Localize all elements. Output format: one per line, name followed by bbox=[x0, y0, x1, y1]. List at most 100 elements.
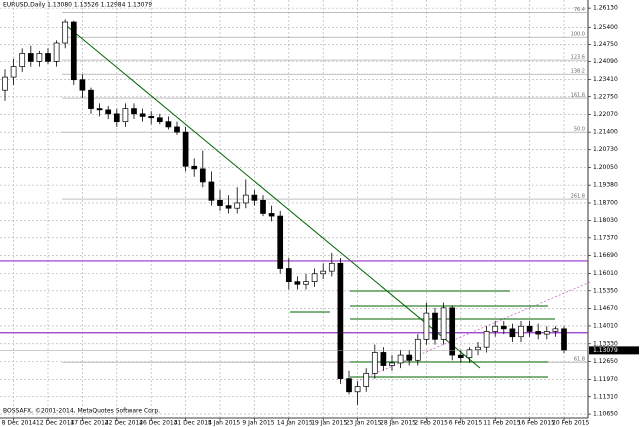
candle-body bbox=[466, 349, 473, 359]
candle-body bbox=[131, 108, 137, 115]
y-tick-label: 1.16690 bbox=[593, 252, 618, 259]
fib-label: 100.0 bbox=[571, 32, 585, 38]
candle-body bbox=[268, 213, 275, 217]
candle-body bbox=[294, 281, 301, 285]
y-tick-label: 1.11310 bbox=[593, 393, 618, 400]
y-tick-label: 1.11970 bbox=[593, 376, 618, 383]
candle-body bbox=[414, 338, 421, 361]
y-tick-label: 1.14010 bbox=[593, 322, 618, 329]
x-tick-label: 8 Dec 2014 bbox=[2, 420, 37, 427]
x-tick-label: 22 Dec 2014 bbox=[105, 420, 144, 427]
candle-body bbox=[260, 199, 266, 214]
fib-label: 261.8 bbox=[571, 194, 585, 200]
x-tick-label: 20 Feb 2015 bbox=[552, 420, 590, 427]
candle-body bbox=[535, 331, 542, 335]
candle-body bbox=[234, 202, 241, 209]
candle-body bbox=[208, 181, 215, 201]
x-tick-label: 2 Feb 2015 bbox=[414, 420, 448, 427]
candle-body bbox=[96, 108, 103, 111]
y-tick-label: 1.24090 bbox=[593, 58, 618, 65]
candle-body bbox=[217, 199, 223, 206]
candle-body bbox=[500, 325, 507, 330]
candle-body bbox=[526, 325, 533, 332]
trend-line bbox=[359, 281, 591, 381]
candle-body bbox=[328, 262, 335, 272]
trend-line bbox=[61, 21, 481, 369]
x-tick-label: 12 Dec 2014 bbox=[36, 420, 75, 427]
y-tick-label: 1.20730 bbox=[593, 146, 618, 153]
candle-body bbox=[561, 328, 567, 351]
y-tick-label: 1.16010 bbox=[593, 270, 618, 277]
candle-body bbox=[320, 270, 327, 275]
y-tick-label: 1.22070 bbox=[593, 111, 618, 118]
candle-body bbox=[148, 116, 155, 119]
candle-body bbox=[509, 328, 516, 338]
candle-body bbox=[251, 194, 258, 201]
candle-body bbox=[156, 117, 163, 123]
candle-body bbox=[242, 194, 249, 204]
y-tick-label: 1.15350 bbox=[593, 287, 618, 294]
candle-body bbox=[440, 307, 447, 340]
candle-body bbox=[19, 53, 26, 67]
x-tick-label: 14 Jan 2015 bbox=[277, 420, 313, 427]
fib-label: 61.8 bbox=[574, 357, 585, 363]
candle-body bbox=[380, 352, 387, 366]
candle-body bbox=[36, 53, 43, 62]
candle-body bbox=[457, 354, 464, 359]
candle-body bbox=[88, 89, 94, 109]
y-tick-label: 1.12650 bbox=[593, 358, 618, 365]
x-tick-label: 23 Jan 2015 bbox=[346, 420, 382, 427]
candle-body bbox=[113, 113, 120, 123]
y-tick-label: 1.24750 bbox=[593, 41, 618, 48]
y-tick-label: 1.21400 bbox=[593, 129, 618, 136]
candle-body bbox=[406, 354, 413, 361]
y-tick-label: 1.19380 bbox=[593, 182, 618, 189]
x-tick-label: 17 Dec 2014 bbox=[70, 420, 109, 427]
x-tick-label: 11 Feb 2015 bbox=[483, 420, 521, 427]
last-price-box bbox=[589, 346, 639, 355]
x-tick-label: 28 Jan 2015 bbox=[380, 420, 416, 427]
last-price-label: 1.13079 bbox=[593, 347, 618, 354]
y-tick-label: 1.22750 bbox=[593, 93, 618, 100]
x-tick-label: 26 Dec 2014 bbox=[139, 420, 178, 427]
candle-body bbox=[10, 66, 17, 78]
y-tick-label: 1.14670 bbox=[593, 305, 618, 312]
candle-body bbox=[45, 53, 51, 62]
candle-body bbox=[139, 113, 146, 117]
y-tick-label: 1.23410 bbox=[593, 76, 618, 83]
candle-body bbox=[174, 126, 180, 133]
candle-body bbox=[337, 262, 344, 380]
candle-body bbox=[346, 378, 352, 393]
fib-label: 76.4 bbox=[574, 7, 585, 13]
candle-body bbox=[354, 386, 361, 393]
x-tick-label: 5 Jan 2015 bbox=[208, 420, 240, 427]
candle-body bbox=[62, 21, 69, 44]
candle-body bbox=[2, 76, 8, 91]
x-tick-label: 19 Jan 2015 bbox=[311, 420, 347, 427]
candle-body bbox=[552, 328, 559, 332]
candle-body bbox=[423, 312, 430, 340]
candle-body bbox=[285, 268, 292, 282]
candle-body bbox=[543, 331, 550, 335]
candle-body bbox=[303, 281, 309, 285]
candle-body bbox=[311, 273, 318, 282]
fib-label: 50.0 bbox=[574, 127, 585, 133]
fib-label: 161.8 bbox=[571, 93, 585, 99]
candle-body bbox=[432, 312, 438, 340]
candle-body bbox=[122, 108, 129, 123]
candle-body bbox=[53, 42, 60, 62]
y-tick-label: 1.18030 bbox=[593, 217, 618, 224]
y-tick-label: 1.13330 bbox=[593, 340, 618, 347]
candle-body bbox=[389, 362, 395, 366]
candle-body bbox=[363, 373, 370, 387]
candle-body bbox=[27, 53, 34, 62]
candle-body bbox=[371, 352, 378, 374]
y-tick-label: 1.17370 bbox=[593, 234, 618, 241]
x-tick-label: 6 Feb 2015 bbox=[449, 420, 483, 427]
y-tick-label: 1.20050 bbox=[593, 164, 618, 171]
candle-body bbox=[397, 354, 404, 364]
x-tick-label: 9 Jan 2015 bbox=[242, 420, 274, 427]
chart-title: EURUSD,Daily 1.13080 1.13526 1.12984 1.1… bbox=[3, 2, 152, 9]
y-tick-label: 1.26130 bbox=[593, 5, 618, 12]
